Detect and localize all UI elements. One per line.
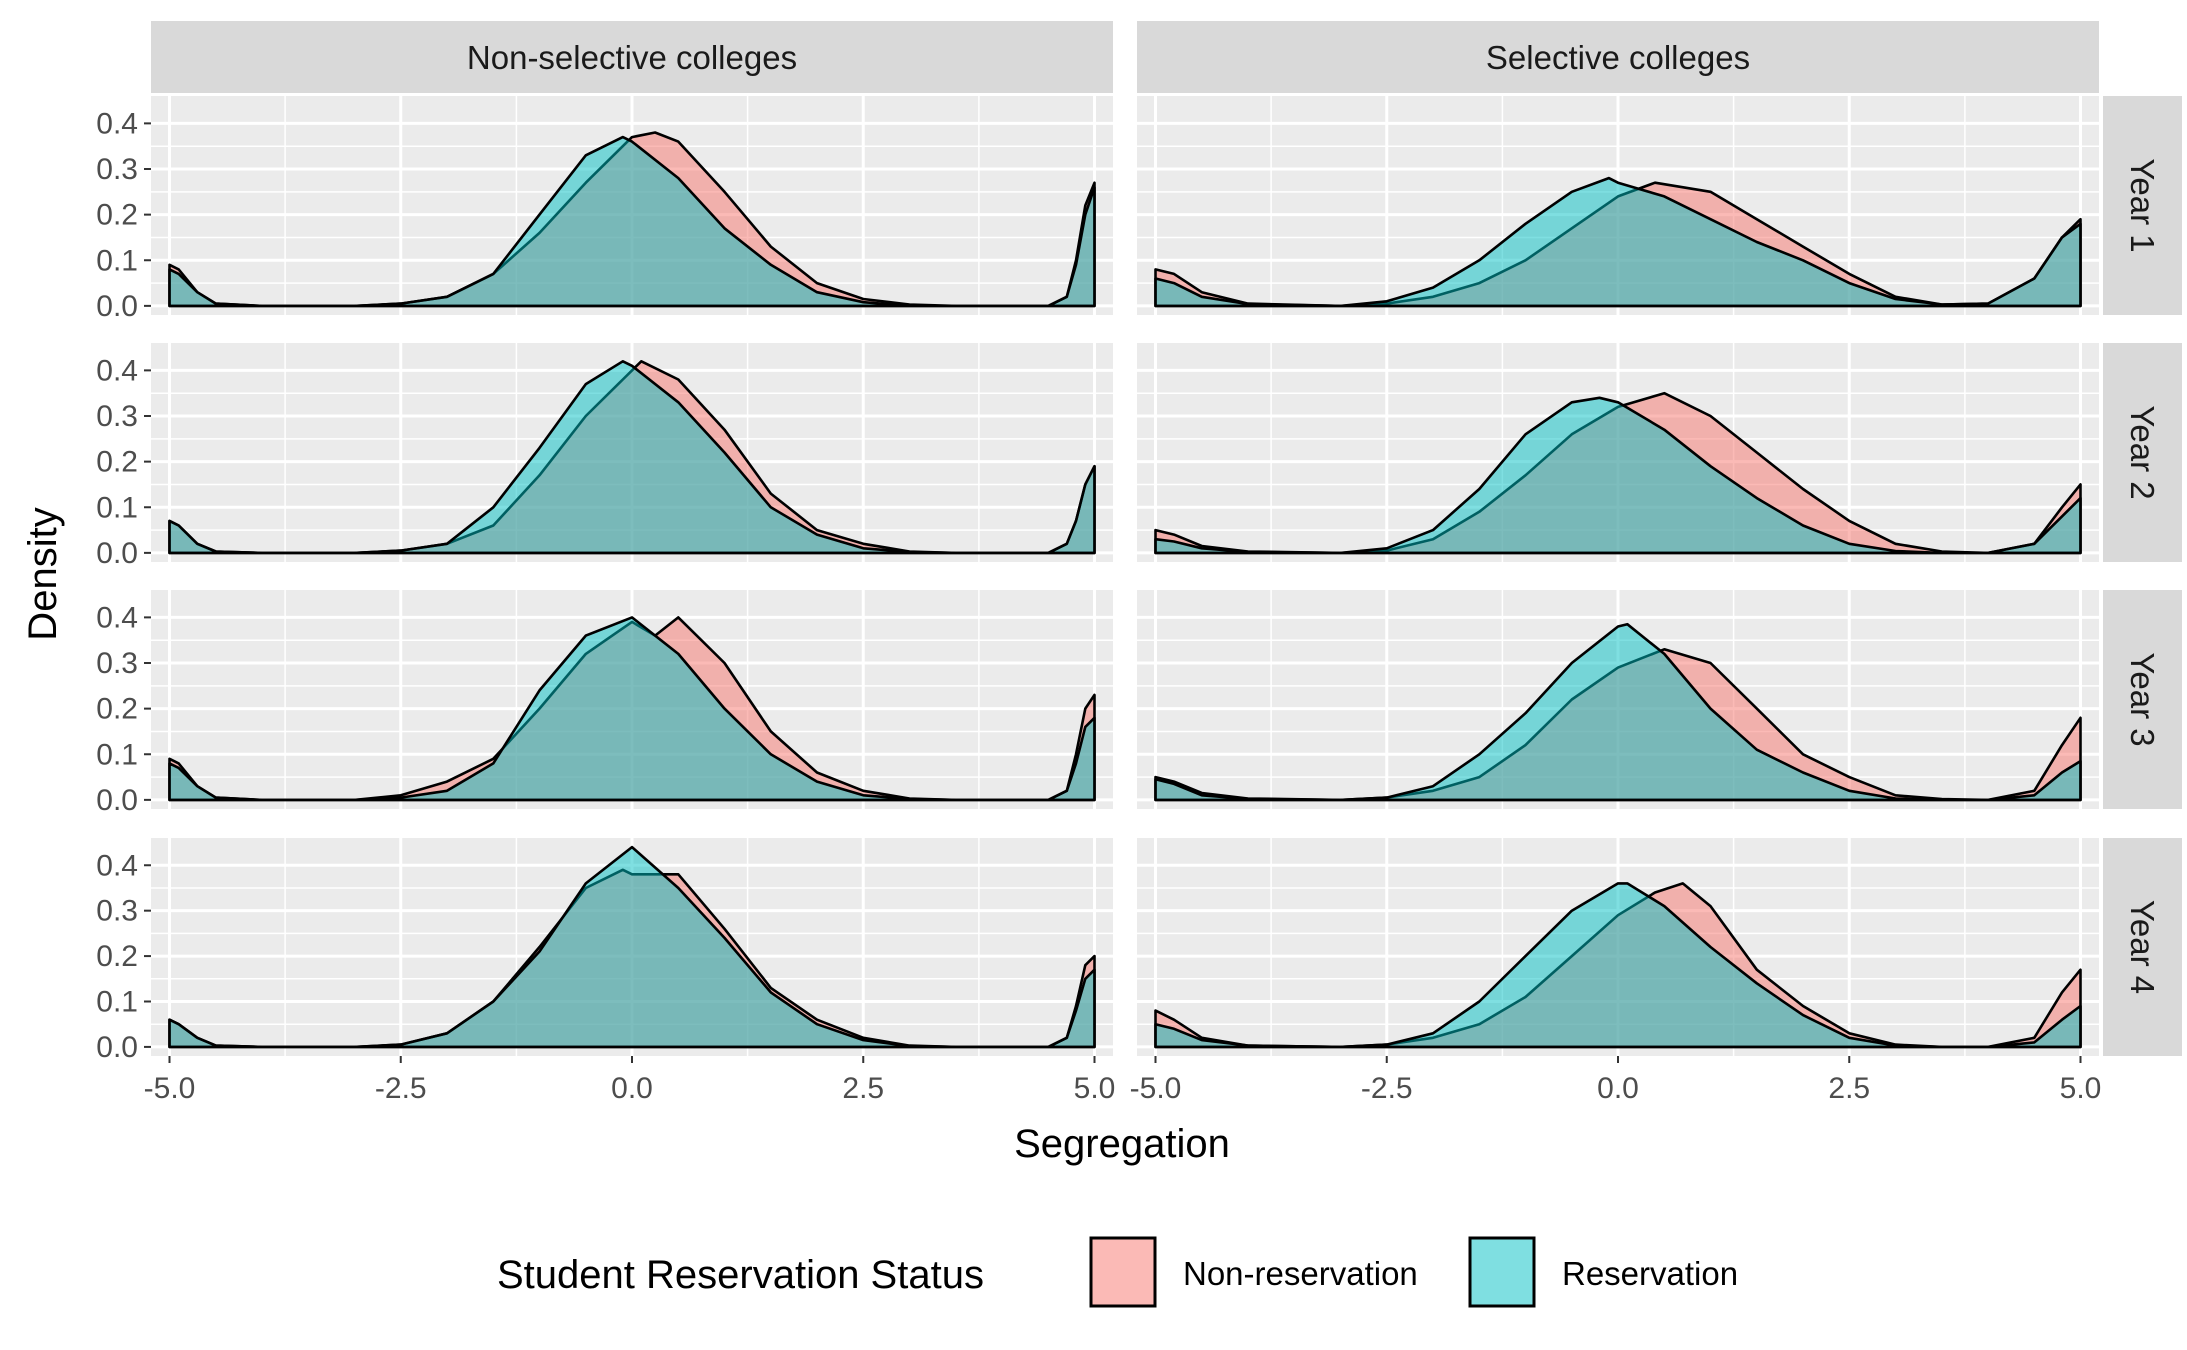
y-tick-label: 0.0 xyxy=(96,784,138,817)
density-area-reservation xyxy=(168,360,1096,555)
legend-label-reservation: Reservation xyxy=(1562,1255,1738,1292)
density-area-reservation xyxy=(1154,882,2082,1049)
x-tick-label: 0.0 xyxy=(1597,1072,1639,1105)
strip-label-year-4: Year 4 xyxy=(2124,900,2161,994)
y-tick-label: 0.0 xyxy=(96,1031,138,1064)
strip-label-year-1: Year 1 xyxy=(2124,158,2161,252)
strip-year-4 xyxy=(2103,838,2182,1056)
y-tick-label: 0.0 xyxy=(96,537,138,570)
legend: Student Reservation Status Non-reservati… xyxy=(497,1236,1738,1308)
axes-layer: 0.0 0.1 0.2 0.3 0.4 0.0 0.1 0.2 0.3 0.4 0.0 0.1 0.2 0… xyxy=(96,107,2101,1105)
y-tick-label: 0.2 xyxy=(96,940,138,973)
density-area-reservation xyxy=(168,616,1096,802)
strip-label-year-3: Year 3 xyxy=(2124,652,2161,746)
density-area-reservation xyxy=(1154,622,2082,802)
strip-label-selective-colleges: Selective colleges xyxy=(1486,39,1750,76)
y-tick-label: 0.4 xyxy=(96,849,138,882)
density-area-reservation xyxy=(1154,396,2082,555)
panel-selective-colleges-year-3 xyxy=(1137,590,2099,809)
y-tick-label: 0.3 xyxy=(96,895,138,928)
y-tick-label: 0.4 xyxy=(96,107,138,140)
x-tick-label: 0.0 xyxy=(611,1072,653,1105)
panel-non-selective-colleges-year-2 xyxy=(151,343,1113,562)
x-tick-label: -5.0 xyxy=(1130,1072,1182,1105)
strip-year-2 xyxy=(2103,343,2182,562)
y-tick-label: 0.2 xyxy=(96,199,138,232)
x-tick-label: 5.0 xyxy=(2060,1072,2102,1105)
y-tick-label: 0.3 xyxy=(96,153,138,186)
x-tick-label: 2.5 xyxy=(1828,1072,1870,1105)
y-tick-label: 0.3 xyxy=(96,400,138,433)
x-tick-label: -2.5 xyxy=(1361,1072,1413,1105)
legend-key-reservation xyxy=(1468,1236,1536,1308)
strip-year-1 xyxy=(2103,96,2182,315)
y-tick-label: 0.4 xyxy=(96,601,138,634)
x-axis-title: Segregation xyxy=(1014,1122,1230,1166)
panel-selective-colleges-year-2 xyxy=(1137,343,2099,562)
panel-selective-colleges-year-1 xyxy=(1137,96,2099,315)
density-area-reservation xyxy=(168,135,1096,308)
legend-title: Student Reservation Status xyxy=(497,1253,984,1297)
density-area-reservation xyxy=(1154,176,2082,308)
y-axis-title: Density xyxy=(21,507,65,640)
panel-non-selective-colleges-year-1 xyxy=(151,96,1113,315)
x-tick-label: -5.0 xyxy=(144,1072,196,1105)
y-tick-label: 0.1 xyxy=(96,491,138,524)
x-tick-label: 5.0 xyxy=(1074,1072,1116,1105)
y-tick-label: 0.2 xyxy=(96,693,138,726)
x-tick-label: -2.5 xyxy=(375,1072,427,1105)
y-tick-label: 0.3 xyxy=(96,647,138,680)
panel-selective-colleges-year-4 xyxy=(1137,838,2099,1056)
legend-key-non-reservation xyxy=(1089,1236,1157,1308)
strip-label-non-selective-colleges: Non-selective colleges xyxy=(467,39,797,76)
x-tick-label: 2.5 xyxy=(842,1072,884,1105)
y-tick-label: 0.0 xyxy=(96,290,138,323)
y-tick-label: 0.1 xyxy=(96,244,138,277)
panel-non-selective-colleges-year-3 xyxy=(151,590,1113,809)
strip-selective-colleges xyxy=(1137,21,2099,93)
facet-strips: Non-selective colleges Selective colleges… xyxy=(151,21,2182,1056)
strip-label-year-2: Year 2 xyxy=(2124,405,2161,499)
legend-label-non-reservation: Non-reservation xyxy=(1183,1255,1418,1292)
y-tick-label: 0.4 xyxy=(96,354,138,387)
y-tick-label: 0.1 xyxy=(96,986,138,1019)
panels-layer xyxy=(151,96,2099,1056)
strip-non-selective-colleges xyxy=(151,21,1113,93)
y-tick-label: 0.1 xyxy=(96,738,138,771)
panel-non-selective-colleges-year-4 xyxy=(151,838,1113,1056)
density-area-reservation xyxy=(168,845,1096,1049)
strip-year-3 xyxy=(2103,590,2182,809)
y-tick-label: 0.2 xyxy=(96,446,138,479)
